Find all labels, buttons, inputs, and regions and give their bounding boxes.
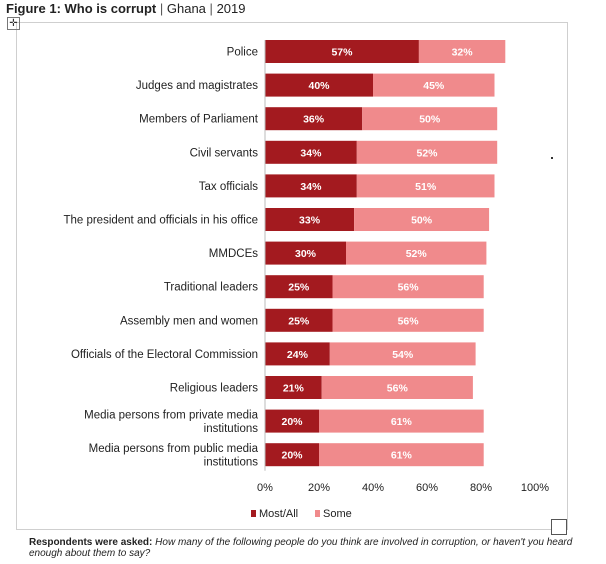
bar-some xyxy=(332,275,484,299)
bar-most-all xyxy=(265,174,357,198)
footnote-question: How many of the following people do you … xyxy=(29,537,573,559)
legend-swatch-some xyxy=(315,510,320,517)
x-tick-label: 60% xyxy=(416,482,438,494)
title-separator: | xyxy=(159,1,164,16)
bar-some xyxy=(354,208,490,231)
data-label: 57% xyxy=(331,47,353,59)
bar-most-all xyxy=(265,40,419,63)
bar-most-all xyxy=(265,443,319,467)
chart-frame xyxy=(16,22,568,530)
move-cross-icon[interactable]: ✛ xyxy=(7,17,20,30)
bar-most-all xyxy=(265,376,322,399)
data-label: 40% xyxy=(308,80,330,92)
data-label: 52% xyxy=(416,147,438,159)
stacked-bar-chart: Police 57% 32% Judges and magistrates 40% 45%… xyxy=(63,40,549,520)
data-label: 32% xyxy=(452,47,474,59)
bar-some xyxy=(319,443,484,467)
data-label: 56% xyxy=(387,383,409,395)
figure-label: Figure 1: Who is corrupt xyxy=(6,1,157,16)
category-label: Officials of the Electoral Commission xyxy=(71,349,258,361)
data-label: 24% xyxy=(287,349,309,361)
data-label: 25% xyxy=(288,282,310,294)
data-label: 20% xyxy=(281,450,303,462)
category-label: MMDCEs xyxy=(209,248,258,260)
bar-some xyxy=(346,241,487,265)
bar-some xyxy=(332,308,484,332)
x-tick-label: 40% xyxy=(362,482,384,494)
bar-most-all xyxy=(265,241,346,265)
data-label: 30% xyxy=(295,248,317,260)
legend-label: Most/All xyxy=(259,508,298,520)
category-label: Traditional leaders xyxy=(164,282,258,294)
bar-most-all xyxy=(265,409,319,433)
category-label: Religious leaders xyxy=(170,383,258,395)
data-label: 33% xyxy=(299,215,321,227)
bar-most-all xyxy=(265,308,333,332)
country-label: Ghana xyxy=(166,1,206,16)
data-label: 61% xyxy=(391,450,413,462)
bar-some xyxy=(362,107,498,131)
bar-most-all xyxy=(265,342,330,366)
data-label: 61% xyxy=(391,416,413,428)
data-label: 56% xyxy=(398,315,420,327)
x-tick-label: 0% xyxy=(257,482,273,494)
bar-most-all xyxy=(265,275,333,299)
survey-footnote: Respondents were asked: How many of the … xyxy=(29,537,595,559)
data-label: 34% xyxy=(300,181,322,193)
bar-some xyxy=(373,73,495,97)
data-label: 51% xyxy=(415,181,437,193)
x-tick-label: 80% xyxy=(470,482,492,494)
bar-most-all xyxy=(265,140,357,164)
data-label: 54% xyxy=(392,349,414,361)
category-label: Tax officials xyxy=(199,181,258,193)
data-label: 36% xyxy=(303,114,325,126)
bar-some xyxy=(418,40,506,63)
bar-some xyxy=(356,174,495,198)
year-label: 2019 xyxy=(216,1,246,16)
category-label: Assembly men and women xyxy=(120,315,258,327)
data-label: 50% xyxy=(419,114,441,126)
category-label: Judges and magistrates xyxy=(136,80,258,92)
data-label: 20% xyxy=(281,416,303,428)
x-tick-label: 100% xyxy=(521,482,549,494)
category-label: Media persons from private media institut… xyxy=(84,409,258,435)
bar-some xyxy=(329,342,476,366)
data-label: 56% xyxy=(398,282,420,294)
bar-some xyxy=(319,409,484,433)
bar-most-all xyxy=(265,107,363,131)
legend-swatch-most-all xyxy=(251,510,256,517)
category-label: The president and officials in his offic… xyxy=(63,215,258,227)
chart-title: Figure 1: Who is corrupt | Ghana | 2019 xyxy=(6,1,245,16)
bar-most-all xyxy=(265,73,373,97)
category-label: Media persons from public media instituti… xyxy=(89,443,259,469)
title-separator: | xyxy=(209,1,213,16)
data-label: 52% xyxy=(406,248,428,260)
data-label: 25% xyxy=(288,315,310,327)
footnote-label: Respondents were asked: xyxy=(29,537,153,548)
category-label: Police xyxy=(227,47,258,59)
resize-square-icon[interactable] xyxy=(551,519,567,535)
x-tick-label: 20% xyxy=(308,482,330,494)
category-label: Members of Parliament xyxy=(139,114,259,126)
data-label: 50% xyxy=(411,215,433,227)
bar-some xyxy=(321,376,473,399)
data-label: 45% xyxy=(423,80,445,92)
bar-most-all xyxy=(265,208,355,231)
bar-some xyxy=(356,140,498,164)
data-label: 21% xyxy=(283,383,305,395)
data-label: 34% xyxy=(300,147,322,159)
stray-dot xyxy=(551,157,553,159)
legend-label: Some xyxy=(323,508,352,520)
category-label: Civil servants xyxy=(190,147,259,159)
